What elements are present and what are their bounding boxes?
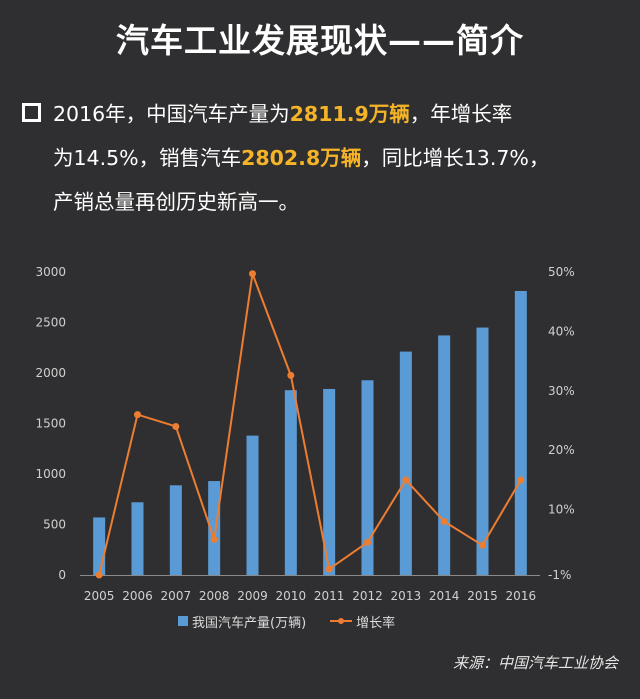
bar-2006 — [131, 502, 144, 575]
chart-legend: 我国汽车产量(万辆) 增长率 — [178, 610, 411, 632]
bar-2005 — [93, 517, 106, 575]
y-left-tick-label: 3000 — [35, 265, 66, 279]
bar-2007 — [169, 485, 182, 575]
growth-point-2012 — [364, 538, 371, 546]
growth-point-2013 — [402, 476, 410, 484]
x-tick-label: 2014 — [429, 589, 460, 603]
x-tick-label: 2013 — [391, 589, 422, 603]
x-tick-label: 2011 — [314, 589, 345, 603]
legend-label-production: 我国汽车产量(万辆) — [192, 615, 307, 631]
legend-item-line: 增长率 — [330, 612, 395, 631]
bar-2010 — [284, 390, 297, 575]
y-right-tick-label: 30% — [548, 384, 575, 398]
y-right-tick-label: 50% — [548, 265, 575, 279]
page-title: 汽车工业发展现状——简介 — [116, 21, 524, 60]
line-marker-icon — [330, 616, 353, 626]
growth-point-2015 — [479, 541, 486, 549]
bar-swatch-icon — [178, 616, 188, 626]
x-tick-label: 2010 — [276, 589, 307, 603]
bar-2012 — [361, 380, 374, 575]
summary-paragraph: 2016年，中国汽车产量为2811.9万辆，年增长率 为14.5%，销售汽车28… — [22, 92, 634, 224]
growth-point-2008 — [210, 535, 218, 543]
bar-2013 — [399, 351, 412, 575]
source-note: 来源：中国汽车工业协会 — [452, 654, 618, 672]
y-left-tick-label: 0 — [58, 568, 66, 582]
bar-2011 — [323, 388, 336, 575]
y-right-tick-label: 40% — [548, 324, 575, 338]
square-bullet-icon — [22, 103, 41, 122]
legend-label-growth: 增长率 — [356, 615, 396, 631]
y-left-tick-label: 1500 — [35, 417, 66, 431]
growth-point-2010 — [287, 371, 295, 379]
x-tick-label: 2006 — [122, 589, 153, 603]
y-left-tick-label: 2000 — [35, 366, 66, 380]
x-tick-label: 2008 — [199, 589, 230, 603]
growth-rate-line — [98, 273, 522, 576]
y-right-tick-label: -1% — [548, 568, 571, 582]
sales-highlight: 2802.8万辆 — [241, 146, 362, 170]
summary-line-2: 为14.5%，销售汽车2802.8万辆，同比增长13.7%， — [53, 146, 550, 170]
y-right-tick-label: 20% — [548, 443, 575, 457]
y-left-tick-label: 2500 — [35, 316, 66, 330]
summary-line-3: 产销总量再创历史新高一。 — [53, 190, 299, 214]
x-tick-label: 2007 — [161, 589, 192, 603]
x-tick-label: 2005 — [84, 589, 115, 603]
summary-line-1: 2016年，中国汽车产量为2811.9万辆，年增长率 — [22, 92, 634, 136]
production-highlight: 2811.9万辆 — [289, 102, 410, 126]
chart-container: 0 500 1000 1500 2000 2500 3000 -1% 10% 20% 30% 40% 5… — [0, 255, 640, 675]
production-growth-chart: 0 500 1000 1500 2000 2500 3000 -1% 10% 20% 30% 40% 5… — [35, 265, 575, 603]
growth-point-2005 — [95, 571, 103, 579]
growth-point-2009 — [249, 270, 256, 278]
bar-2016 — [514, 290, 527, 575]
legend-item-bar: 我国汽车产量(万辆) — [178, 612, 306, 631]
bar-2009 — [246, 435, 259, 575]
growth-point-2006 — [134, 411, 141, 419]
bar-2014 — [438, 335, 451, 575]
x-tick-label: 2015 — [467, 589, 498, 603]
bar-2015 — [476, 327, 489, 575]
x-tick-label: 2012 — [352, 589, 383, 603]
growth-point-2011 — [325, 565, 333, 573]
y-left-tick-label: 500 — [43, 518, 66, 532]
growth-point-2016 — [517, 476, 525, 484]
y-left-tick-label: 1000 — [35, 467, 66, 481]
x-tick-label: 2016 — [506, 589, 537, 603]
growth-point-2014 — [440, 518, 448, 526]
growth-point-2007 — [172, 422, 180, 430]
x-tick-label: 2009 — [237, 589, 268, 603]
bar-2008 — [208, 481, 221, 575]
y-right-tick-label: 10% — [548, 503, 575, 517]
